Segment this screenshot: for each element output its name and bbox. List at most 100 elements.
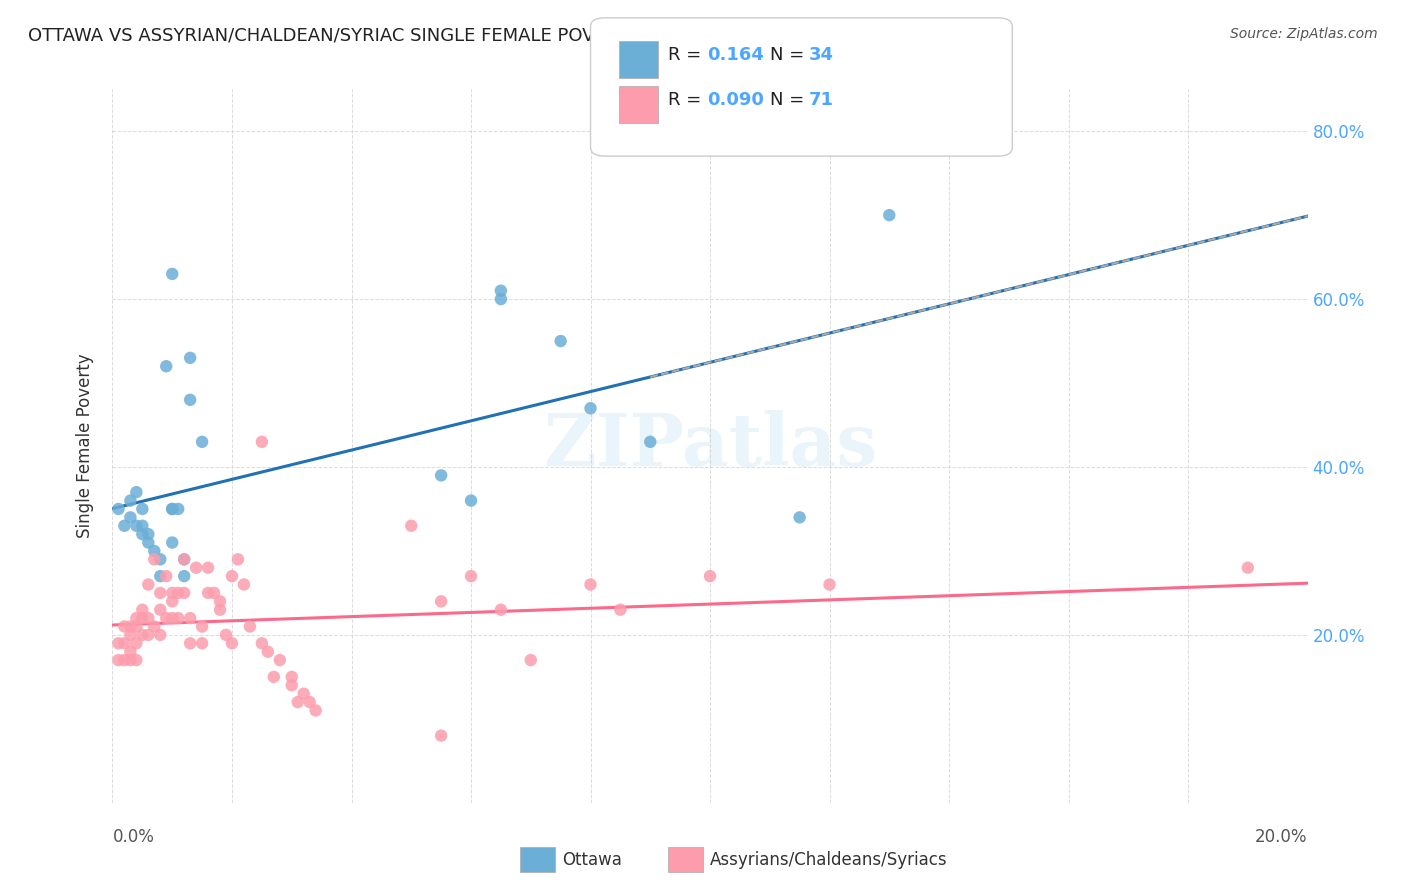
Point (125, 653, 148, 667)
Text: Source: ZipAtlas.com: Source: ZipAtlas.com (1230, 27, 1378, 41)
Point (138, 628, 160, 642)
Point (239, 619, 262, 633)
Point (460, 493, 482, 508)
Point (167, 586, 190, 600)
Point (269, 653, 291, 667)
Text: Ottawa: Ottawa (562, 851, 623, 869)
Point (226, 552, 249, 566)
Point (818, 577, 841, 591)
Point (173, 552, 195, 566)
Point (257, 645, 280, 659)
Point (114, 619, 135, 633)
Point (149, 628, 172, 642)
Point (179, 636, 201, 650)
Point (197, 586, 219, 600)
Text: Assyrians/Chaldeans/Syriacs: Assyrians/Chaldeans/Syriacs (710, 851, 948, 869)
Point (162, 611, 183, 625)
Point (162, 594, 183, 608)
Point (520, 653, 543, 667)
Point (162, 535, 183, 549)
Point (579, 577, 602, 591)
Point (287, 695, 309, 709)
Point (179, 392, 201, 407)
Text: 0.164: 0.164 (707, 46, 763, 64)
Point (162, 267, 183, 281)
Point (186, 560, 208, 574)
Point (489, 284, 512, 298)
Point (149, 586, 172, 600)
Text: N =: N = (770, 91, 810, 109)
Point (162, 502, 183, 516)
Text: 71: 71 (808, 91, 834, 109)
Point (305, 703, 328, 717)
Point (1237, 560, 1260, 574)
Text: OTTAWA VS ASSYRIAN/CHALDEAN/SYRIAC SINGLE FEMALE POVERTY CORRELATION CHART: OTTAWA VS ASSYRIAN/CHALDEAN/SYRIAC SINGL… (28, 27, 839, 45)
Point (138, 611, 160, 625)
Point (155, 359, 177, 374)
Point (209, 603, 232, 617)
Point (430, 729, 453, 743)
Text: R =: R = (668, 91, 707, 109)
Point (167, 502, 190, 516)
Point (430, 468, 453, 483)
Point (125, 636, 148, 650)
Point (609, 603, 631, 617)
Point (191, 636, 214, 650)
Point (125, 485, 148, 500)
Point (221, 569, 243, 583)
Point (789, 510, 811, 524)
Text: ZIPatlas: ZIPatlas (543, 410, 877, 482)
Point (120, 645, 142, 659)
Point (125, 611, 148, 625)
Point (550, 334, 572, 348)
Point (173, 552, 195, 566)
Point (489, 292, 512, 306)
Point (209, 594, 232, 608)
Point (179, 611, 201, 625)
Point (579, 401, 602, 416)
Point (173, 586, 195, 600)
Point (143, 544, 166, 558)
Point (179, 351, 201, 365)
Point (131, 527, 153, 541)
Point (107, 502, 129, 516)
Point (120, 493, 142, 508)
Point (138, 535, 160, 549)
Point (155, 611, 177, 625)
Point (173, 569, 195, 583)
Point (107, 636, 129, 650)
Point (120, 653, 142, 667)
Point (120, 628, 142, 642)
Point (197, 560, 219, 574)
Point (138, 577, 160, 591)
Point (120, 619, 142, 633)
Point (107, 653, 129, 667)
Point (149, 552, 172, 566)
Point (191, 434, 214, 449)
Point (191, 619, 214, 633)
Point (233, 577, 256, 591)
Point (699, 569, 721, 583)
Point (131, 628, 153, 642)
Point (162, 586, 183, 600)
Point (143, 619, 166, 633)
Point (131, 518, 153, 533)
Point (162, 502, 183, 516)
Text: 20.0%: 20.0% (1256, 828, 1308, 846)
Point (167, 611, 190, 625)
Point (489, 603, 512, 617)
Text: 34: 34 (808, 46, 834, 64)
Point (250, 434, 273, 449)
Point (138, 527, 160, 541)
Point (125, 619, 148, 633)
Point (292, 687, 315, 701)
Text: N =: N = (770, 46, 810, 64)
Point (114, 636, 135, 650)
Point (202, 586, 225, 600)
Point (125, 518, 148, 533)
Point (250, 636, 273, 650)
Point (155, 569, 177, 583)
Point (401, 518, 423, 533)
Point (460, 569, 482, 583)
Point (298, 695, 321, 709)
